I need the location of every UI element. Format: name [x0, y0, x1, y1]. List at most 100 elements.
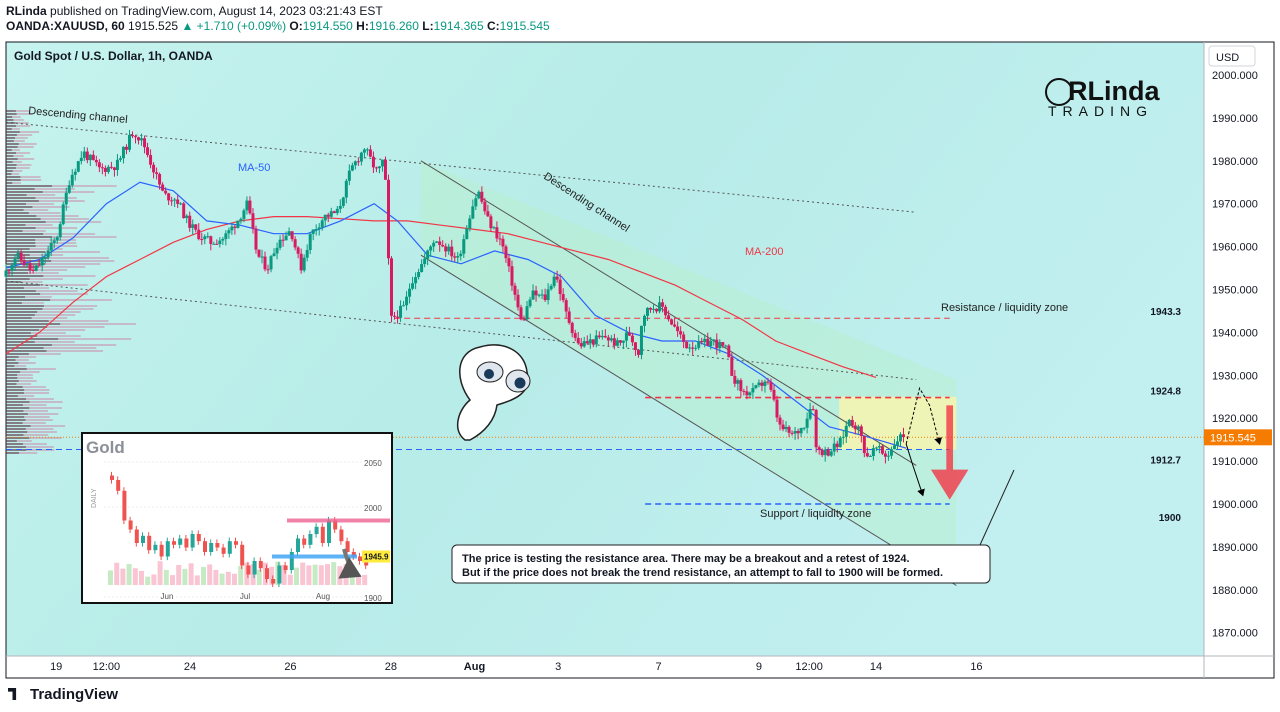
volume-profile-bar: [6, 260, 115, 262]
candle-body: [748, 392, 752, 396]
candle-body: [691, 347, 695, 349]
volume-profile-bar: [6, 332, 66, 334]
inset-candle-body: [277, 565, 282, 584]
volume-profile-bar: [6, 272, 59, 274]
volume-profile-bar: [6, 143, 19, 145]
candle-body: [612, 338, 616, 346]
volume-profile-bar: [6, 395, 18, 397]
inset-side-label: DAILY: [91, 488, 98, 508]
volume-profile-bar: [6, 131, 40, 133]
candle-body: [263, 256, 267, 270]
volume-profile-bar: [6, 197, 77, 199]
volume-profile-bar: [6, 164, 32, 166]
candle-body: [109, 166, 113, 168]
cartoon-pupil-right: [514, 377, 526, 389]
candle-body: [91, 154, 95, 160]
candle-body: [22, 260, 26, 266]
volume-profile-bar: [6, 236, 53, 238]
candle-body: [444, 246, 448, 252]
inset-candle-body: [153, 544, 158, 551]
volume-profile-bar: [6, 323, 136, 325]
candle-body: [543, 294, 547, 301]
candle-body: [368, 149, 372, 157]
candle-body: [727, 345, 731, 358]
volume-profile-bar: [6, 290, 78, 292]
y-tick-label: 1990.000: [1212, 113, 1258, 125]
candle-body: [302, 257, 306, 271]
volume-profile-bar: [6, 230, 23, 232]
candle-body: [862, 435, 866, 454]
candle-body: [441, 244, 445, 247]
candle-body: [483, 201, 487, 212]
candle-body: [558, 279, 562, 295]
currency-button[interactable]: [1208, 45, 1256, 67]
volume-profile-bar: [6, 278, 63, 280]
inset-candle-body: [190, 534, 195, 548]
volume-profile-bar: [6, 425, 31, 427]
symbol-label[interactable]: OANDA:XAUUSD, 60: [6, 19, 125, 33]
candle-body: [248, 200, 252, 214]
candle-body: [498, 238, 502, 240]
tradingview-logo[interactable]: TradingView: [8, 686, 118, 703]
volume-profile-bar: [6, 266, 86, 268]
candle-body: [712, 339, 716, 341]
volume-profile-bar: [6, 305, 98, 307]
candle-body: [25, 263, 29, 266]
volume-profile-bar: [6, 239, 77, 241]
candle-body: [402, 305, 406, 307]
volume-profile-bar: [6, 179, 42, 181]
candle-body: [685, 341, 689, 349]
candle-body: [697, 340, 701, 348]
candle-body: [504, 246, 508, 259]
volume-profile-bar: [6, 176, 21, 178]
candle-body: [763, 381, 767, 386]
candle-body: [850, 419, 854, 426]
candle-body: [718, 342, 722, 349]
volume-profile-bar: [6, 353, 29, 355]
candle-body: [694, 347, 698, 349]
candle-body: [314, 229, 318, 231]
inset-volume-bar: [213, 569, 219, 585]
y-tick-label: 1870.000: [1212, 628, 1258, 640]
volume-profile-bar: [6, 206, 70, 208]
candle-body: [579, 343, 583, 347]
candle-body: [895, 441, 899, 446]
x-tick-label: 12:00: [93, 661, 121, 673]
candle-body: [179, 203, 183, 205]
volume-profile-bar: [6, 209, 24, 211]
inset-volume-bar: [120, 568, 126, 585]
ma50-line: [5, 181, 907, 449]
volume-profile-bar: [6, 398, 26, 400]
volume-profile-bar: [6, 386, 23, 388]
candle-body: [594, 335, 598, 345]
volume-profile-bar: [6, 218, 90, 220]
volume-profile-bar: [6, 452, 20, 454]
inset-volume-bar: [318, 565, 324, 585]
y-tick-label: 1950.000: [1212, 285, 1258, 297]
currency-label[interactable]: USD: [1216, 52, 1239, 64]
volume-profile-bar: [6, 149, 12, 151]
volume-profile-bar: [6, 368, 56, 370]
candle-body: [10, 265, 14, 271]
candle-body: [371, 156, 375, 168]
volume-profile-bar: [6, 281, 43, 283]
candle-body: [736, 380, 740, 384]
publisher-name[interactable]: RLinda: [6, 4, 47, 18]
candle-body: [742, 391, 746, 393]
candle-body: [362, 149, 366, 153]
x-tick-label: 9: [756, 661, 762, 673]
candle-body: [552, 276, 556, 286]
volume-profile-bar: [6, 437, 30, 439]
inset-candle-body: [209, 543, 214, 552]
volume-profile-bar: [6, 278, 30, 280]
candle-body: [374, 167, 378, 169]
candle-body: [218, 240, 222, 245]
volume-profile-bar: [6, 383, 32, 385]
candle-body: [299, 253, 303, 271]
candle-body: [85, 151, 89, 161]
candle-body: [212, 243, 216, 245]
candle-body: [200, 239, 204, 241]
volume-profile-bar: [6, 143, 37, 145]
inset-candle-body: [184, 538, 189, 548]
